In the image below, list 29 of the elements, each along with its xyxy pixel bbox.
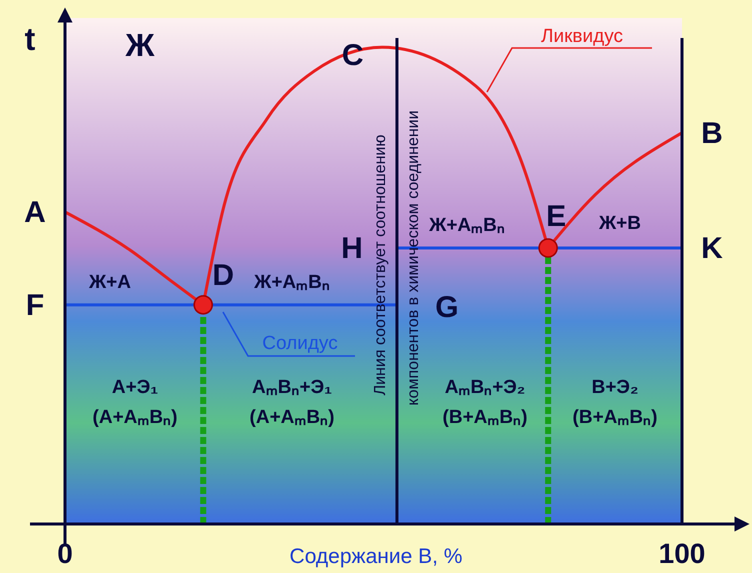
annotation: Ж+A xyxy=(88,272,132,293)
annotation: (B+AₘBₙ) xyxy=(572,407,658,428)
annotation: B xyxy=(701,116,723,150)
annotation: G xyxy=(435,290,459,324)
annotation: A+Э₁ xyxy=(112,377,158,398)
annotation: Солидус xyxy=(262,333,338,354)
x-axis-title: Содержание B, % xyxy=(290,545,462,568)
annotation: H xyxy=(341,232,363,265)
y-axis-title: t xyxy=(24,21,36,57)
annotation: компонентов в химическом соединении xyxy=(405,110,422,406)
x-tick-label: 0 xyxy=(57,538,73,569)
annotation: Ликвидус xyxy=(541,26,623,47)
annotation: E xyxy=(546,200,566,233)
annotation: K xyxy=(701,232,724,265)
annotation: A xyxy=(24,196,46,229)
annotation: AₘBₙ+Э₂ xyxy=(444,377,526,398)
annotation: AₘBₙ+Э₁ xyxy=(252,377,332,398)
annotation: Ж+AₘBₙ xyxy=(253,272,330,293)
annotation: D xyxy=(212,258,234,292)
annotation: Ж+AₘBₙ xyxy=(428,215,505,236)
annotation: (B+AₘBₙ) xyxy=(442,407,528,428)
annotation: (A+AₘBₙ) xyxy=(250,407,334,428)
annotation: Линия соответствует соотношению xyxy=(372,134,390,396)
x-tick-label: 100 xyxy=(658,538,706,569)
annotation: (A+AₘBₙ) xyxy=(92,407,178,428)
annotation: Ж+B xyxy=(598,213,641,234)
annotation: F xyxy=(26,288,44,322)
annotation: Ж xyxy=(124,27,156,63)
annotation: B+Э₂ xyxy=(592,377,638,398)
